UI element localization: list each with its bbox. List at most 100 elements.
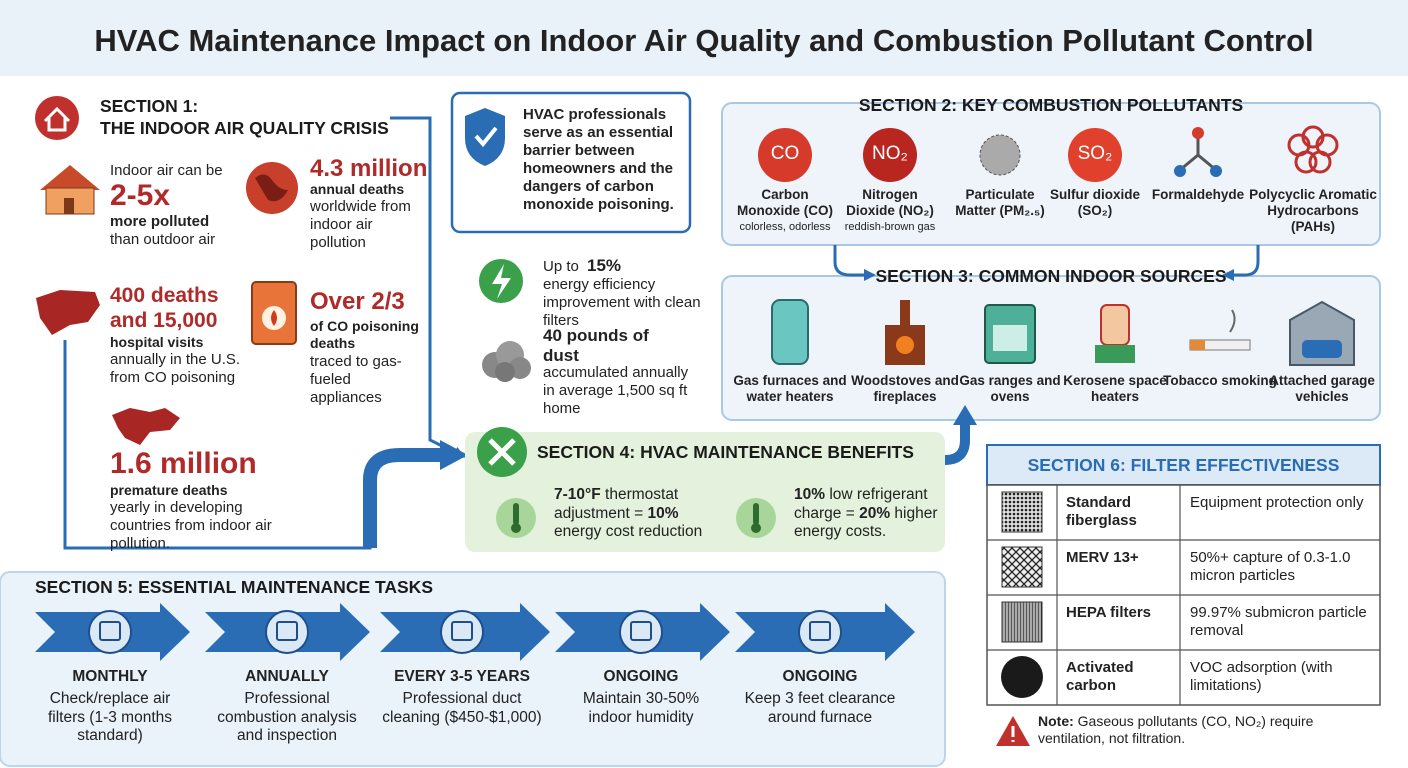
source-label: Gas ranges and ovens: [959, 373, 1061, 405]
section3-box: [721, 275, 1381, 421]
pollutant-name: Polycyclic Aromatic Hydrocarbons (PAHs): [1249, 187, 1377, 235]
page-title: HVAC Maintenance Impact on Indoor Air Qu…: [94, 23, 1314, 58]
benefit-text-part: low refrigerant charge =: [794, 486, 928, 522]
icon: [993, 325, 1027, 351]
stat-figure: 2-5x: [110, 179, 171, 212]
pollutant-name: Nitrogen Dioxide (NO₂): [846, 187, 934, 219]
stat-figure: 4.3 million: [310, 155, 428, 182]
task-icon-detail: [630, 621, 652, 641]
benefit-emph: 10%: [647, 504, 679, 522]
energy-figure: 15%: [587, 256, 622, 275]
energy-intro: Up to: [543, 258, 579, 275]
icon: [1210, 165, 1222, 177]
pollutant-name: Sulfur dioxide (SO₂): [1049, 187, 1140, 219]
pollutant-badge: [863, 128, 917, 182]
benefit-text: 10% low refrigerant charge = 20% higher …: [794, 486, 969, 542]
filter-effect: 99.97% submicron particle removal: [1190, 604, 1367, 639]
filter-type: HEPA filters: [1066, 604, 1152, 621]
source-icon: [1095, 304, 1135, 363]
pollutant-name: Carbon Monoxide (CO): [737, 187, 833, 219]
connector: [1222, 245, 1260, 281]
task-description: Keep 3 feet clearance around furnace: [744, 690, 896, 726]
task-description: Professional duct cleaning ($450-$1,000): [382, 690, 542, 726]
pollutant-badge: [1068, 128, 1122, 182]
pollutant-badge: [758, 128, 812, 182]
title-band: [0, 0, 1408, 76]
stat-text: than outdoor air: [110, 231, 216, 248]
stat-figure: 400 deaths and 15,000: [110, 284, 219, 333]
filter-type: MERV 13+: [1066, 549, 1139, 566]
icon: [43, 106, 71, 132]
task-frequency: MONTHLY: [72, 668, 148, 685]
pollutant-symbol: NO₂: [872, 143, 908, 164]
task-icon-detail: [451, 621, 473, 641]
icon: [771, 299, 809, 365]
source-icon: [1289, 300, 1355, 366]
icon-globe: [246, 162, 298, 214]
task-frequency: ONGOING: [782, 668, 858, 685]
task-icon-detail: [809, 621, 831, 641]
source-label: Attached garage vehicles: [1269, 373, 1375, 405]
task-frequency: EVERY 3-5 YEARS: [394, 668, 530, 685]
swatch: [1001, 546, 1043, 588]
benefit-text-part: thermostat adjustment =: [554, 486, 679, 522]
stat-figure: 1.6 million: [110, 447, 257, 480]
benefit-lead: 10%: [794, 486, 826, 503]
filter-effect: VOC adsorption (with limitations): [1190, 659, 1333, 694]
benefit-emph: 20%: [859, 504, 891, 522]
stat-emphasis: premature deaths: [110, 482, 228, 498]
dust-figure: 40 pounds of dust: [543, 326, 649, 366]
connector-arrow: [363, 448, 440, 548]
icon: [1190, 340, 1205, 350]
task-description: Professional combustion analysis and ins…: [217, 690, 357, 745]
task-icon-detail: [99, 621, 121, 641]
pollutant-note: colorless, odorless: [739, 221, 831, 233]
icon: [1174, 165, 1186, 177]
icon: [896, 336, 914, 354]
stat-emphasis: annual deaths: [310, 181, 405, 197]
task-icon: [798, 610, 842, 654]
source-icon: [885, 300, 925, 365]
filter-effect: 50%+ capture of 0.3-1.0 micron particles: [1190, 549, 1351, 584]
stat-emphasis: more polluted: [110, 213, 210, 230]
stat-text: annually in the U.S. from CO poisoning: [110, 351, 241, 386]
task-description: Maintain 30-50% indoor humidity: [582, 690, 700, 726]
stat-emphasis: of CO poisoning deaths: [310, 318, 419, 351]
callout-box: [450, 91, 692, 234]
section-label: SECTION 1:: [100, 96, 199, 116]
stat-figure: Over 2/3: [310, 288, 405, 315]
section-heading: THE INDOOR AIR QUALITY CRISIS: [100, 118, 389, 138]
pollutant-note: reddish-brown gas: [844, 221, 936, 233]
benefit-tail: energy cost reduction: [554, 523, 703, 541]
pollutant-symbol: SO₂: [1077, 143, 1113, 164]
stat-emphasis: hospital visits: [110, 334, 204, 350]
section-heading: SECTION 6: FILTER EFFECTIVENESS: [1027, 455, 1340, 475]
filter-effect: Equipment protection only: [1190, 494, 1364, 511]
icon-particulate: [979, 134, 1021, 176]
icon: [1095, 345, 1135, 363]
icon-pah: [1294, 150, 1318, 174]
icon-world-map: [112, 408, 180, 445]
section-heading: SECTION 5: ESSENTIAL MAINTENANCE TASKS: [35, 577, 433, 597]
swatch: [1001, 491, 1043, 533]
pollutant-symbol: CO: [770, 143, 800, 164]
icon: [1192, 127, 1204, 139]
benefit-text: 7-10°F thermostat adjustment = 10% energ…: [554, 486, 729, 542]
section4-box: [465, 432, 945, 552]
table-rules: [987, 485, 1380, 705]
note-text: Gaseous pollutants (CO, NO₂) require ven…: [1038, 713, 1314, 746]
source-icon: [1189, 309, 1251, 351]
icon: [1229, 309, 1236, 333]
note: Note: Gaseous pollutants (CO, NO₂) requi…: [1038, 713, 1363, 747]
task-icon: [440, 610, 484, 654]
task-icon: [88, 610, 132, 654]
icon-house-badge: [35, 96, 79, 140]
callout-text: HVAC professionals serve as an essential…: [523, 106, 674, 213]
source-icon: [984, 304, 1036, 364]
benefit-tail: higher energy costs.: [794, 504, 938, 541]
task-icon: [265, 610, 309, 654]
dust-text: accumulated annually in average 1,500 sq…: [543, 364, 689, 417]
timeline-arrows: [35, 603, 915, 661]
